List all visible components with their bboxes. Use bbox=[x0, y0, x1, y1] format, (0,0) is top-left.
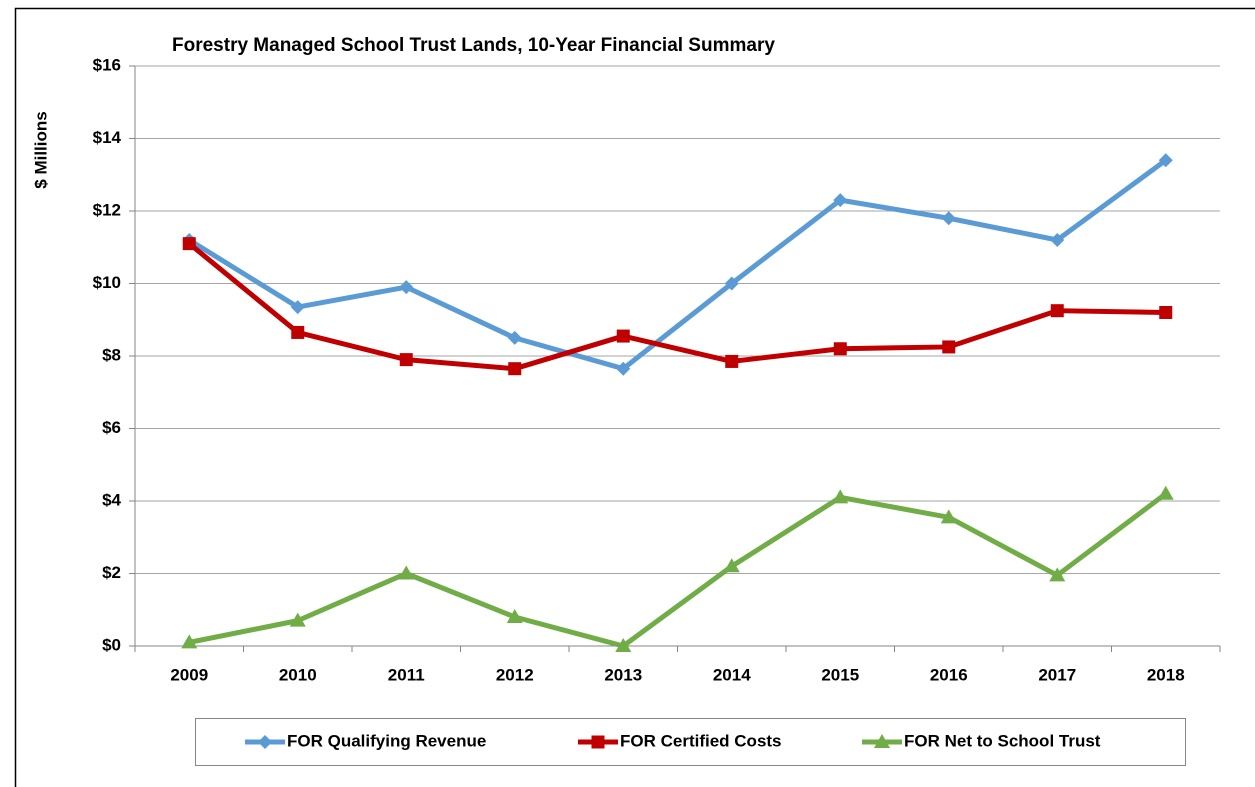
marker bbox=[399, 280, 414, 295]
series-line bbox=[187, 158, 1168, 372]
marker bbox=[1050, 233, 1065, 247]
series-line bbox=[188, 491, 1168, 649]
legend-label: FOR Qualifying Revenue bbox=[287, 731, 486, 750]
marker bbox=[290, 300, 305, 315]
y-tick-label: $10 bbox=[93, 273, 121, 292]
legend-item: FOR Qualifying Revenue bbox=[245, 731, 486, 750]
marker bbox=[508, 362, 522, 376]
marker bbox=[181, 634, 198, 649]
chart-title: Forestry Managed School Trust Lands, 10-… bbox=[172, 35, 775, 56]
marker bbox=[832, 489, 849, 504]
marker bbox=[507, 330, 522, 345]
x-tick-label: 2017 bbox=[1038, 665, 1076, 684]
marker bbox=[833, 342, 847, 356]
chart-border bbox=[14, 7, 1255, 787]
x-tick-label: 2016 bbox=[930, 665, 968, 684]
plot-area: $0 $2 $4 $6 $8 $10 $12 $14 $16 2009 2010 2011 2012 20… bbox=[93, 55, 1221, 684]
marker bbox=[616, 361, 631, 376]
marker bbox=[941, 211, 956, 226]
marker bbox=[874, 734, 890, 748]
y-tick-label: $8 bbox=[102, 345, 121, 364]
legend-label: FOR Net to School Trust bbox=[904, 731, 1101, 750]
y-tick-label: $12 bbox=[93, 200, 121, 219]
marker bbox=[591, 735, 605, 749]
legend-item: FOR Net to School Trust bbox=[862, 731, 1101, 750]
x-tick-label: 2013 bbox=[604, 665, 642, 684]
x-tick-label: 2009 bbox=[170, 665, 208, 684]
marker bbox=[833, 193, 848, 208]
marker bbox=[725, 354, 739, 368]
marker bbox=[291, 325, 305, 339]
x-tick-label: 2018 bbox=[1147, 665, 1185, 684]
series-line bbox=[187, 241, 1166, 372]
y-tick-label: $6 bbox=[102, 418, 121, 437]
marker bbox=[398, 565, 415, 580]
y-tick-label: $2 bbox=[102, 563, 121, 582]
y-tick-label: $4 bbox=[102, 490, 121, 509]
legend-label: FOR Certified Costs bbox=[620, 731, 782, 750]
marker bbox=[616, 329, 630, 343]
marker bbox=[1157, 485, 1174, 500]
y-axis-label: $ Millions bbox=[31, 111, 50, 188]
marker bbox=[258, 735, 272, 749]
x-tick-label: 2011 bbox=[388, 665, 425, 684]
marker bbox=[289, 612, 306, 627]
marker bbox=[1049, 567, 1066, 582]
marker bbox=[399, 353, 413, 367]
marker bbox=[723, 558, 740, 573]
marker bbox=[1158, 153, 1173, 168]
marker bbox=[615, 638, 632, 652]
legend-item: FOR Certified Costs bbox=[578, 731, 782, 750]
x-tick-label: 2012 bbox=[496, 665, 534, 684]
marker bbox=[942, 340, 956, 354]
marker bbox=[1159, 306, 1173, 319]
marker bbox=[724, 276, 739, 291]
legend: FOR Qualifying Revenue FOR Certified Cost… bbox=[195, 718, 1186, 766]
y-tick-label: $16 bbox=[93, 55, 121, 74]
y-tick-label: $0 bbox=[102, 635, 121, 654]
x-tick-label: 2014 bbox=[713, 665, 751, 684]
marker bbox=[940, 509, 957, 524]
y-tick-label: $14 bbox=[93, 128, 122, 147]
x-tick-label: 2010 bbox=[279, 665, 317, 684]
marker bbox=[182, 237, 196, 251]
marker bbox=[506, 609, 523, 623]
marker bbox=[1050, 304, 1064, 318]
x-tick-label: 2015 bbox=[821, 665, 859, 684]
legend-box bbox=[195, 718, 1186, 766]
